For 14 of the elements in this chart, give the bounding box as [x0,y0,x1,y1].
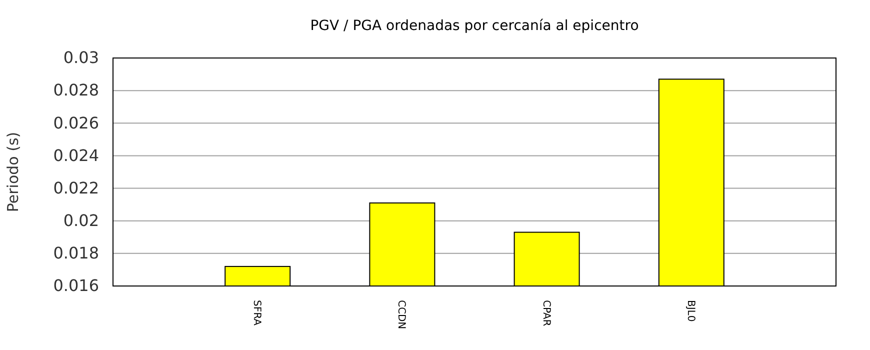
x-tick-label: SFRA [251,300,262,326]
y-axis-title: Periodo (s) [4,132,22,212]
y-tick-label: 0.03 [63,48,99,68]
y-tick-label: 0.02 [63,210,99,230]
chart-title: PGV / PGA ordenadas por cercanía al epicentro [310,18,639,34]
y-tick-label: 0.026 [53,113,99,132]
x-tick-label: BJL0 [684,300,696,322]
y-tick-label: 0.016 [53,276,99,296]
x-tick-label: CCDN [396,300,407,330]
y-tick-label: 0.028 [53,80,99,100]
y-tick-label: 0.018 [53,244,99,263]
x-tick-label: CPAR [540,300,552,326]
y-tick-label: 0.022 [53,178,99,198]
y-tick-label: 0.024 [53,146,99,165]
